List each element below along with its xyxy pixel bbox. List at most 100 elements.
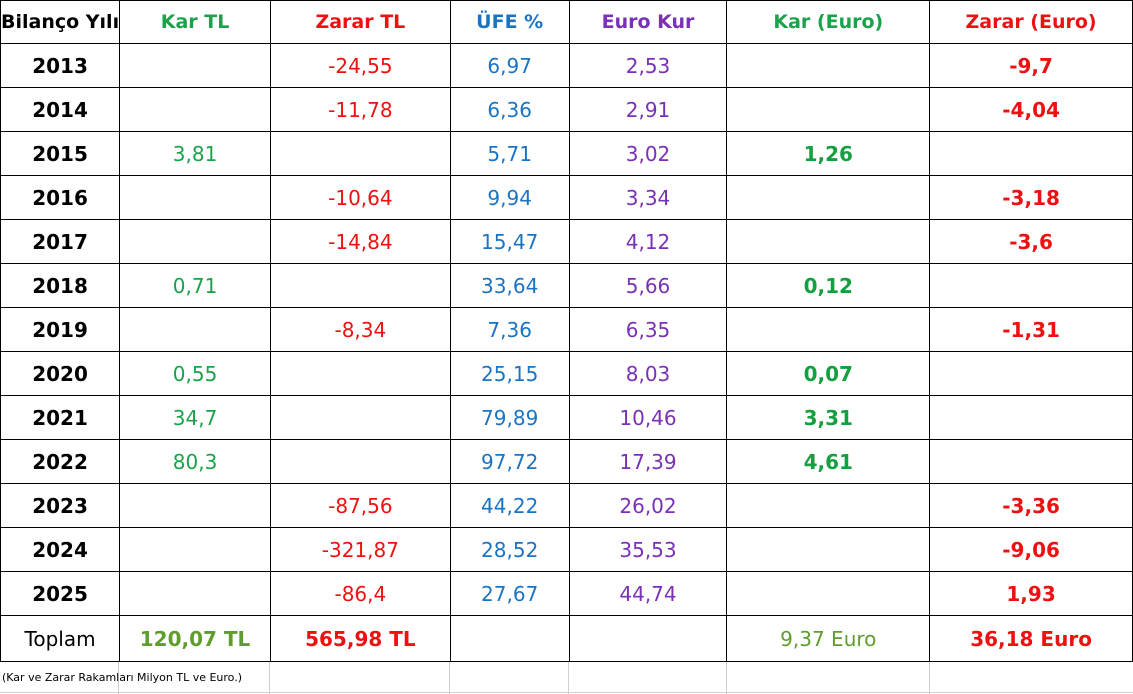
year-cell: 2014	[0, 87, 121, 132]
zarar-euro-cell	[929, 351, 1133, 396]
zarar-tl-cell: -11,78	[269, 87, 451, 132]
zarar-euro-cell	[929, 395, 1133, 440]
zarar-euro-cell: -4,04	[929, 87, 1133, 132]
zarar-tl-cell	[269, 263, 451, 308]
header-row: Bilanço Yılı Kar TL Zarar TL ÜFE % Euro …	[0, 0, 1133, 44]
year-cell: 2015	[0, 131, 121, 176]
kar-tl-cell	[119, 483, 271, 528]
kar-euro-cell: 0,07	[726, 351, 931, 396]
header-zarar-tl: Zarar TL	[269, 0, 451, 44]
total-row: Toplam 120,07 TL 565,98 TL 9,37 Euro 36,…	[0, 615, 1133, 662]
zarar-euro-cell: 1,93	[929, 571, 1133, 616]
footer-gridline	[568, 662, 569, 694]
ufe-cell: 27,67	[449, 571, 570, 616]
zarar-tl-cell	[269, 131, 451, 176]
zarar-euro-cell: -3,6	[929, 219, 1133, 264]
zarar-tl-cell: -24,55	[269, 43, 451, 88]
year-cell: 2024	[0, 527, 121, 572]
kar-euro-cell	[726, 527, 931, 572]
ufe-cell: 7,36	[449, 307, 570, 352]
kar-tl-cell: 34,7	[119, 395, 271, 440]
bilanco-table: Bilanço Yılı Kar TL Zarar TL ÜFE % Euro …	[0, 0, 1133, 662]
euro-kur-cell: 4,12	[568, 219, 728, 264]
table-row: 2020 0,55 25,15 8,03 0,07	[0, 351, 1133, 396]
zarar-euro-cell: -3,36	[929, 483, 1133, 528]
ufe-cell: 9,94	[449, 175, 570, 220]
euro-kur-cell: 2,53	[568, 43, 728, 88]
kar-euro-cell	[726, 571, 931, 616]
total-kar-euro: 9,37 Euro	[726, 615, 931, 662]
euro-kur-cell: 2,91	[568, 87, 728, 132]
header-ufe: ÜFE %	[449, 0, 570, 44]
table-row: 2025 -86,4 27,67 44,74 1,93	[0, 571, 1133, 616]
zarar-tl-cell: -87,56	[269, 483, 451, 528]
table-row: 2022 80,3 97,72 17,39 4,61	[0, 439, 1133, 484]
zarar-tl-cell: -10,64	[269, 175, 451, 220]
kar-euro-cell	[726, 43, 931, 88]
kar-euro-cell: 3,31	[726, 395, 931, 440]
footer-gridline	[118, 662, 119, 694]
footer-gridline	[269, 662, 270, 694]
header-year: Bilanço Yılı	[0, 0, 121, 44]
table-row: 2021 34,7 79,89 10,46 3,31	[0, 395, 1133, 440]
kar-euro-cell	[726, 219, 931, 264]
table-row: 2015 3,81 5,71 3,02 1,26	[0, 131, 1133, 176]
kar-tl-cell	[119, 571, 271, 616]
ufe-cell: 15,47	[449, 219, 570, 264]
ufe-cell: 79,89	[449, 395, 570, 440]
table-row: 2014 -11,78 6,36 2,91 -4,04	[0, 87, 1133, 132]
year-cell: 2017	[0, 219, 121, 264]
total-kar-tl: 120,07 TL	[119, 615, 271, 662]
year-cell: 2023	[0, 483, 121, 528]
header-zarar-euro: Zarar (Euro)	[929, 0, 1133, 44]
zarar-tl-cell: -14,84	[269, 219, 451, 264]
zarar-tl-cell: -86,4	[269, 571, 451, 616]
euro-kur-cell: 35,53	[568, 527, 728, 572]
kar-euro-cell: 4,61	[726, 439, 931, 484]
zarar-tl-cell	[269, 439, 451, 484]
year-cell: 2022	[0, 439, 121, 484]
kar-tl-cell: 0,55	[119, 351, 271, 396]
table-row: 2018 0,71 33,64 5,66 0,12	[0, 263, 1133, 308]
year-cell: 2016	[0, 175, 121, 220]
ufe-cell: 97,72	[449, 439, 570, 484]
kar-tl-cell: 3,81	[119, 131, 271, 176]
kar-euro-cell: 0,12	[726, 263, 931, 308]
kar-euro-cell	[726, 87, 931, 132]
year-cell: 2021	[0, 395, 121, 440]
total-zarar-tl: 565,98 TL	[269, 615, 451, 662]
ufe-cell: 33,64	[449, 263, 570, 308]
header-kar-tl: Kar TL	[119, 0, 271, 44]
kar-tl-cell: 80,3	[119, 439, 271, 484]
footer-gridline	[929, 662, 930, 694]
ufe-cell: 5,71	[449, 131, 570, 176]
table-row: 2013 -24,55 6,97 2,53 -9,7	[0, 43, 1133, 88]
header-euro-kur: Euro Kur	[568, 0, 728, 44]
year-cell: 2013	[0, 43, 121, 88]
total-ufe	[449, 615, 570, 662]
footer-gridline	[726, 662, 727, 694]
zarar-euro-cell	[929, 131, 1133, 176]
kar-tl-cell	[119, 175, 271, 220]
zarar-tl-cell	[269, 395, 451, 440]
table-row: 2019 -8,34 7,36 6,35 -1,31	[0, 307, 1133, 352]
year-cell: 2018	[0, 263, 121, 308]
footer-bottom-line	[0, 692, 1133, 693]
zarar-tl-cell	[269, 351, 451, 396]
ufe-cell: 44,22	[449, 483, 570, 528]
ufe-cell: 6,97	[449, 43, 570, 88]
euro-kur-cell: 6,35	[568, 307, 728, 352]
euro-kur-cell: 8,03	[568, 351, 728, 396]
footer-gridline	[449, 662, 450, 694]
euro-kur-cell: 10,46	[568, 395, 728, 440]
year-cell: 2020	[0, 351, 121, 396]
ufe-cell: 25,15	[449, 351, 570, 396]
zarar-euro-cell	[929, 439, 1133, 484]
total-euro-kur	[568, 615, 728, 662]
zarar-euro-cell: -1,31	[929, 307, 1133, 352]
total-label: Toplam	[0, 615, 121, 662]
euro-kur-cell: 26,02	[568, 483, 728, 528]
kar-tl-cell	[119, 43, 271, 88]
zarar-euro-cell: -9,06	[929, 527, 1133, 572]
table-row: 2017 -14,84 15,47 4,12 -3,6	[0, 219, 1133, 264]
